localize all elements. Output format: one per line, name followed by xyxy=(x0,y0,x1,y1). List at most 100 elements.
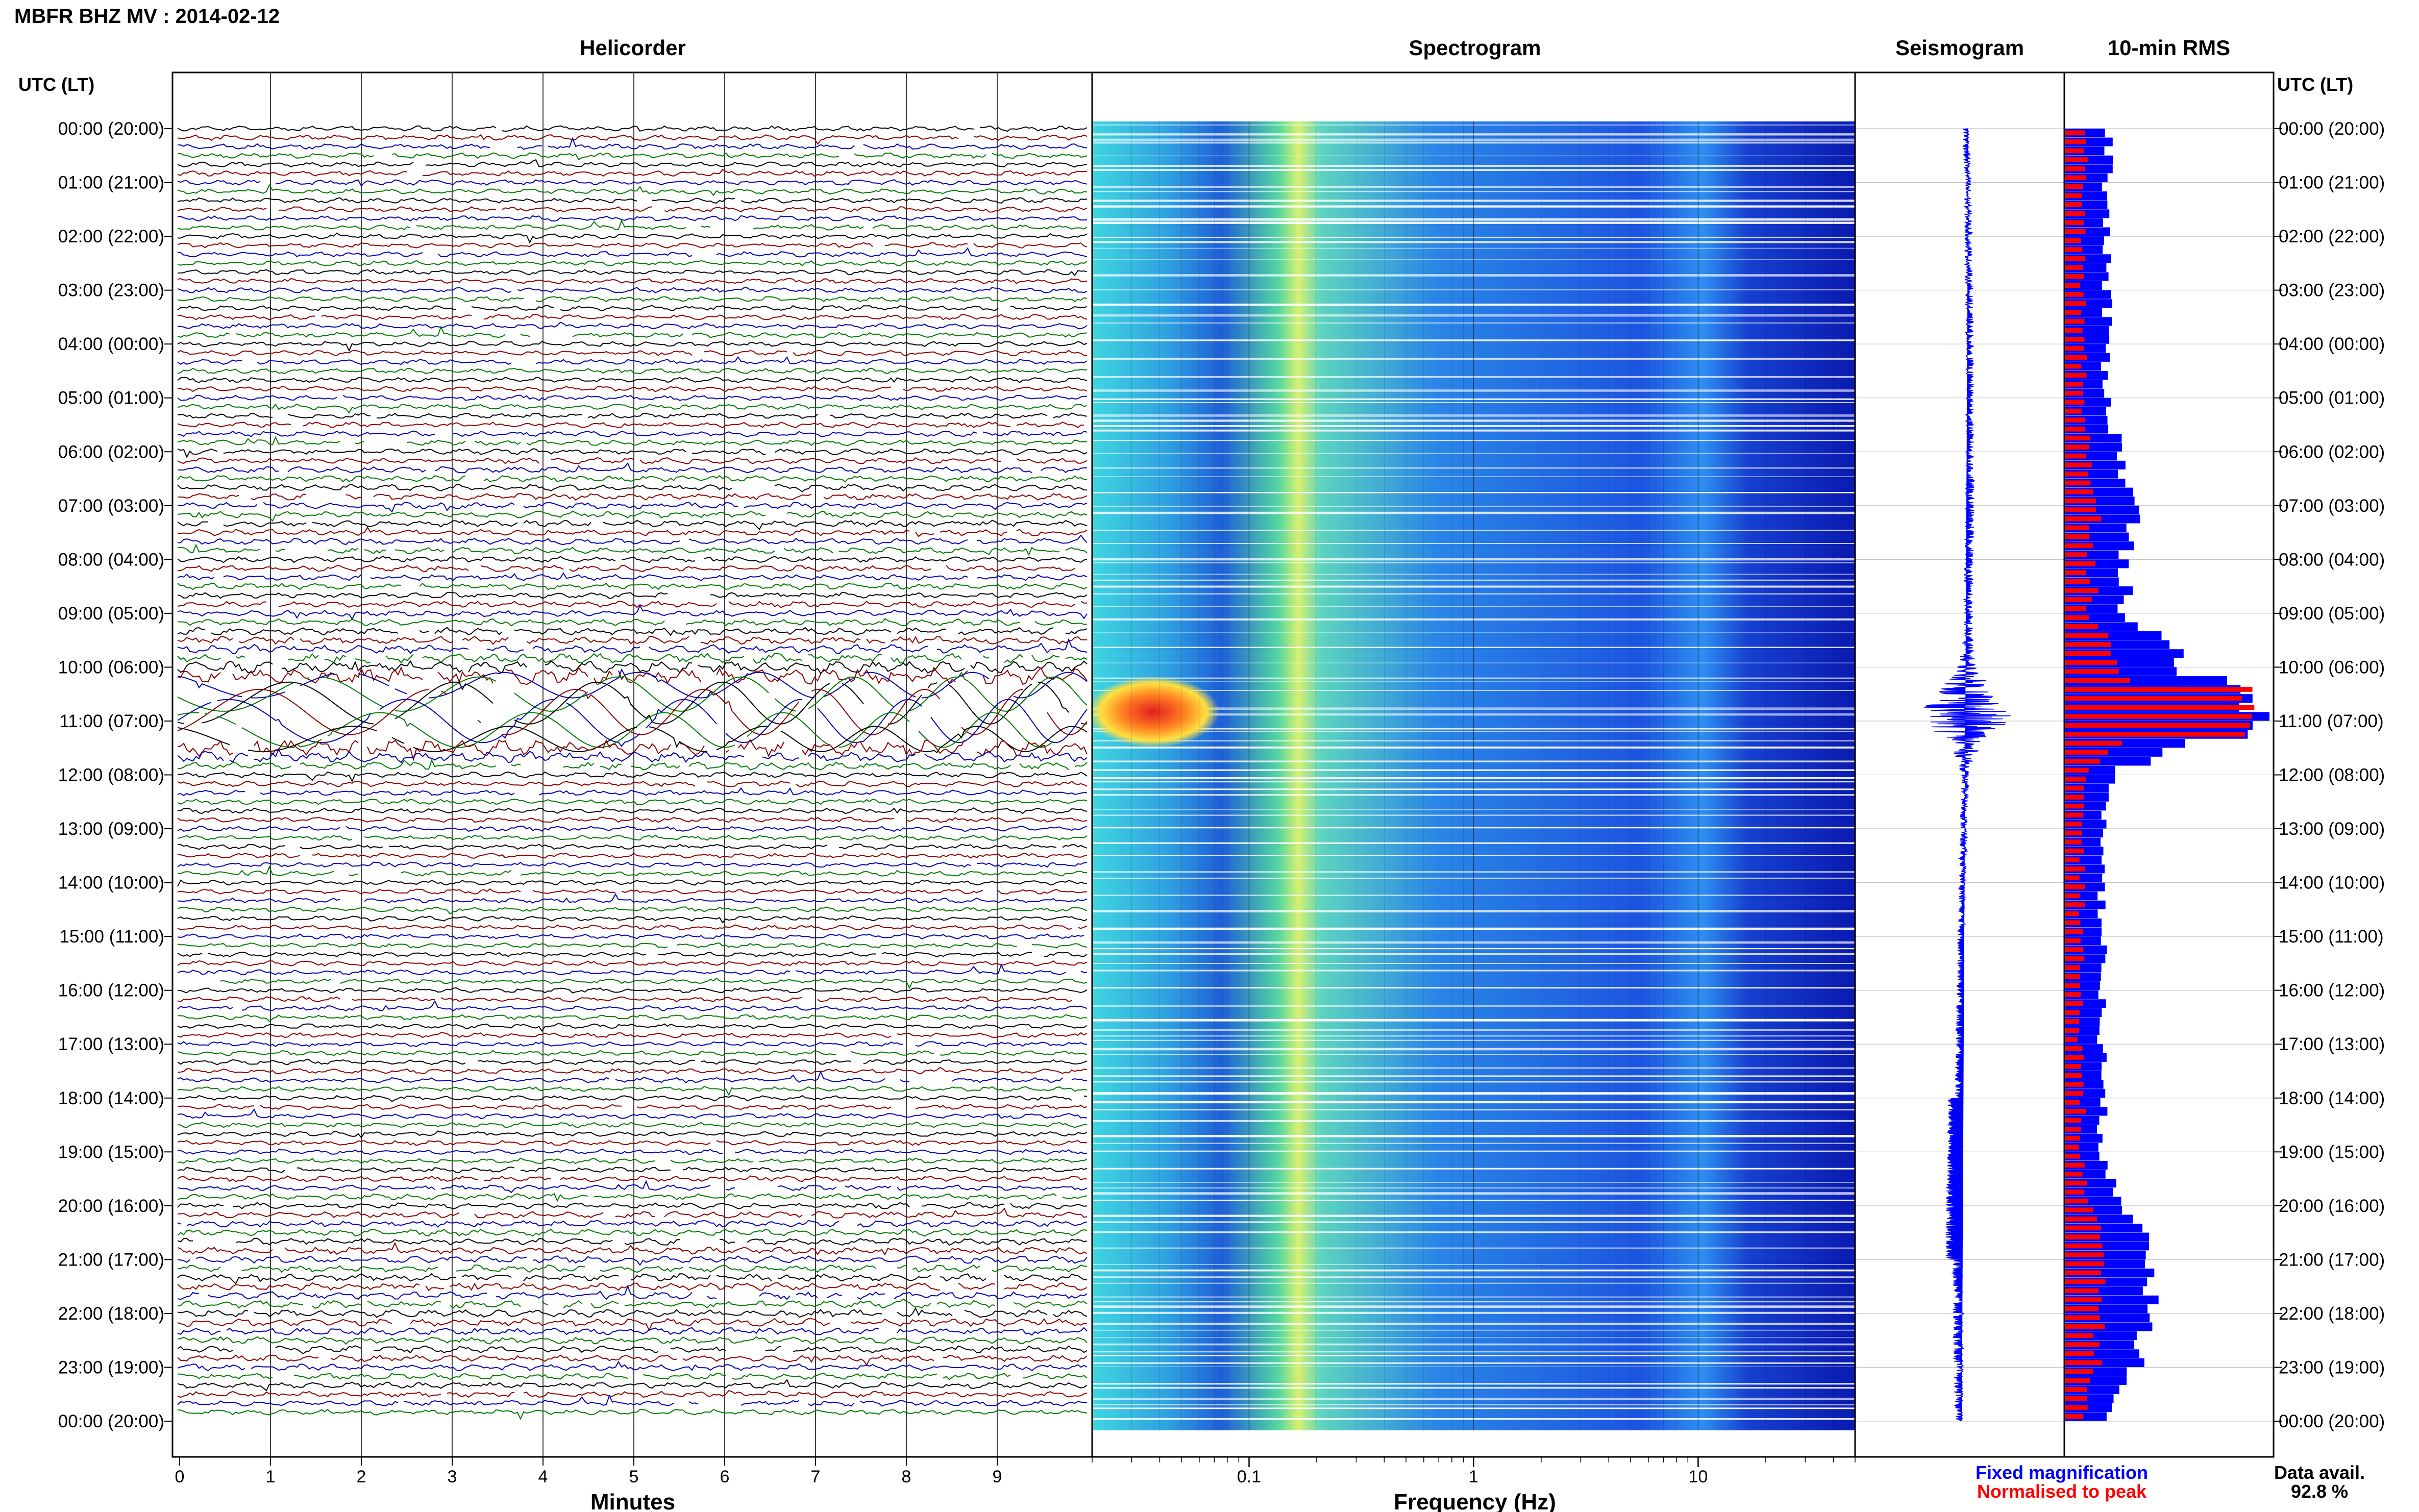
helicorder-trace xyxy=(177,638,1088,654)
spectrogram-gap xyxy=(1092,1247,1855,1249)
helicorder-trace xyxy=(177,340,1088,352)
seismogram-grid xyxy=(1855,128,2064,1422)
rms-bar-normalised xyxy=(2065,884,2085,889)
spectrogram-gap xyxy=(1092,1305,1855,1308)
y-tick-label-right: 06:00 (02:00) xyxy=(2279,442,2385,462)
spectrogram-gap xyxy=(1092,1276,1855,1278)
helicorder-trace xyxy=(177,314,1088,320)
rms-bar-normalised xyxy=(2065,471,2088,477)
rms-bar-normalised xyxy=(2065,812,2084,818)
rms-bar-normalised xyxy=(2065,310,2082,315)
spectrogram-gap xyxy=(1092,1054,1855,1055)
rms-bar-normalised xyxy=(2065,758,2101,764)
rms-bar-normalised xyxy=(2065,740,2122,746)
spectrogram-gap xyxy=(1092,138,1855,141)
spectrogram-gap xyxy=(1092,1048,1855,1051)
rms-bar-normalised xyxy=(2065,1153,2080,1159)
spectrogram-gap xyxy=(1092,191,1855,192)
y-tick-label-left: 00:00 (20:00) xyxy=(58,119,164,139)
rms-bar-normalised xyxy=(2065,1243,2103,1249)
helicorder-trace xyxy=(177,604,1088,620)
y-tick-label-left: 14:00 (10:00) xyxy=(58,873,164,893)
y-tick-label-right: 10:00 (06:00) xyxy=(2279,657,2385,677)
y-tick-label-left: 03:00 (23:00) xyxy=(58,281,164,301)
rms-bar-normalised xyxy=(2065,498,2096,504)
rms-bar-normalised xyxy=(2065,157,2088,162)
rms-bar-normalised xyxy=(2065,830,2082,836)
y-tick-label-right: 14:00 (10:00) xyxy=(2279,873,2385,893)
helicorder-trace xyxy=(177,1298,1088,1309)
helicorder-trace xyxy=(177,1228,1088,1237)
rms-bar-normalised xyxy=(2065,1180,2087,1186)
spectrogram-gap xyxy=(1092,781,1855,783)
spectrogram-gap xyxy=(1092,1039,1855,1041)
helicorder-trace xyxy=(177,1354,1088,1367)
helicorder-trace xyxy=(177,242,1088,249)
helicorder-trace xyxy=(177,1122,1087,1128)
y-tick-label-right: 00:00 (20:00) xyxy=(2279,119,2385,139)
helicorder-trace xyxy=(177,1149,1088,1155)
spectrogram-gap xyxy=(1092,1329,1855,1331)
helicorder-trace xyxy=(177,125,1088,132)
helicorder-trace xyxy=(177,572,1088,581)
y-tick-label-left: 07:00 (03:00) xyxy=(58,496,164,516)
rms-bars xyxy=(2065,129,2269,1421)
seismogram-trace xyxy=(1923,128,2011,1421)
utc-lt-header-right: UTC (LT) xyxy=(2277,74,2353,95)
helicorder-trace xyxy=(177,759,1088,771)
rms-bar-normalised xyxy=(2065,947,2084,952)
y-tick-label-left: 17:00 (13:00) xyxy=(58,1034,164,1054)
legend-fixed-magnification: Fixed magnification xyxy=(1976,1462,2148,1483)
spectrogram-gap xyxy=(1092,1035,1855,1037)
legend-normalised-to-peak: Normalised to peak xyxy=(1977,1481,2147,1502)
helicorder-trace xyxy=(177,780,1088,787)
y-tick-label-right: 17:00 (13:00) xyxy=(2279,1034,2385,1054)
utc-lt-header-left: UTC (LT) xyxy=(18,74,94,95)
rms-bar-normalised xyxy=(2065,660,2117,665)
rms-bar-normalised xyxy=(2065,875,2080,881)
spectrogram-gap xyxy=(1092,236,1855,238)
spectrogram-gap xyxy=(1092,425,1855,427)
helicorder-trace xyxy=(177,591,1088,599)
rms-bar-normalised xyxy=(2065,1405,2088,1410)
spectrogram-gap xyxy=(1092,1383,1855,1385)
rms-bar-normalised xyxy=(2065,229,2086,234)
y-tick-label-right: 09:00 (05:00) xyxy=(2279,604,2385,624)
spectrogram-gap xyxy=(1092,948,1855,950)
helicorder-trace xyxy=(177,888,1088,895)
y-tick-label-right: 00:00 (20:00) xyxy=(2279,1411,2385,1431)
rms-bar-normalised xyxy=(2065,355,2087,360)
rms-bar-normalised xyxy=(2065,400,2085,405)
rms-bar-normalised xyxy=(2065,597,2092,602)
helicorder-trace xyxy=(177,1408,1088,1420)
spectrogram-gap xyxy=(1092,707,1855,710)
rms-bar-normalised xyxy=(2065,462,2092,468)
rms-bar-normalised xyxy=(2065,283,2081,288)
helicorder-trace xyxy=(177,1207,1088,1219)
rms-bar-normalised xyxy=(2065,561,2095,566)
spectrogram-gap xyxy=(1092,389,1855,392)
rms-bar-normalised xyxy=(2065,345,2084,351)
rms-bar-normalised xyxy=(2065,1396,2087,1401)
y-tick-label-right: 04:00 (00:00) xyxy=(2279,334,2385,354)
spectrogram-gap xyxy=(1092,1301,1855,1303)
spectrogram-gap xyxy=(1092,814,1855,816)
spectrogram-gap xyxy=(1092,1386,1855,1389)
spectrogram-gap xyxy=(1092,1092,1855,1095)
spectrogram-gap xyxy=(1092,1282,1855,1284)
helicorder-trace xyxy=(177,1059,1088,1065)
rms-bar-normalised xyxy=(2065,687,2253,692)
rms-bar-normalised xyxy=(2065,696,2242,701)
y-tick-label-right: 03:00 (23:00) xyxy=(2279,281,2385,301)
spectrogram-gap xyxy=(1092,632,1855,633)
rms-bar-normalised xyxy=(2065,444,2089,450)
helicorder-trace xyxy=(177,668,1088,699)
spectrogram-gap xyxy=(1092,877,1855,879)
rms-bar-normalised xyxy=(2065,534,2090,539)
helicorder-trace xyxy=(177,287,1088,293)
y-tick-label-right: 01:00 (21:00) xyxy=(2279,173,2385,193)
rms-bar-normalised xyxy=(2065,390,2083,396)
spectrogram-gap xyxy=(1092,323,1855,324)
helicorder-trace xyxy=(177,247,1088,258)
